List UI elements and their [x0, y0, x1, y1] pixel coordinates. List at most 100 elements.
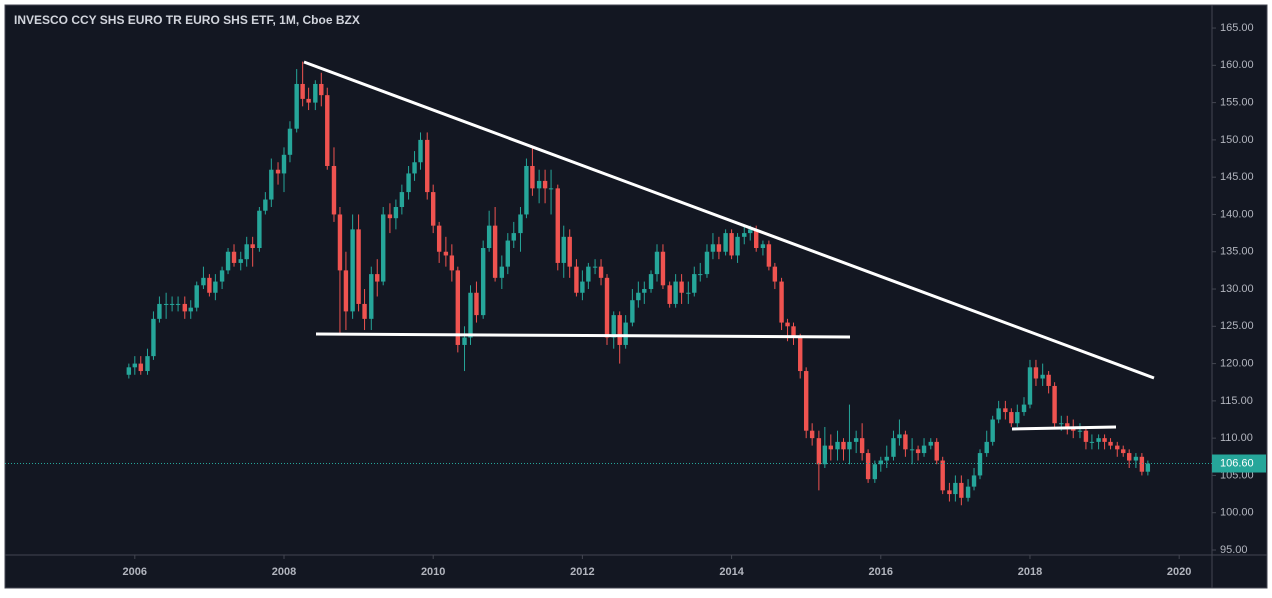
candle-body [480, 248, 486, 316]
candle-body [132, 363, 138, 368]
candle-body [1059, 423, 1064, 425]
candle-body [828, 445, 834, 450]
candle-body [1003, 408, 1008, 413]
candle-body [524, 165, 529, 215]
candle-body [505, 240, 510, 267]
candle-body [1126, 453, 1132, 461]
candle-body [542, 180, 548, 189]
x-tick-label: 2006 [123, 566, 147, 578]
candle-body [803, 371, 809, 431]
x-tick-label: 2020 [1167, 566, 1191, 578]
candle-body [244, 244, 249, 260]
candle-body [654, 251, 660, 275]
candle-body [313, 83, 318, 103]
candle-body [567, 236, 572, 267]
candle-body [996, 408, 1001, 420]
candle-body [1033, 367, 1039, 379]
candle-body [257, 210, 262, 249]
candle-body [598, 266, 604, 278]
candle-body [953, 482, 958, 495]
candle-body [462, 337, 467, 345]
candle-body [486, 225, 492, 249]
candle-body [816, 438, 822, 465]
y-tick-label: 150.00 [1220, 134, 1254, 146]
candle-body [393, 206, 399, 219]
candle-body [785, 322, 790, 327]
candle-body [175, 303, 181, 305]
candle-body [617, 315, 622, 345]
candle-body [412, 162, 417, 174]
candle-body [921, 445, 927, 454]
candle-body [337, 214, 343, 271]
candle-body [287, 128, 293, 155]
candle-body [250, 244, 255, 249]
candle-body [530, 165, 535, 189]
candle-body [511, 233, 516, 241]
y-tick-label: 120.00 [1220, 357, 1254, 369]
candle-body [225, 251, 231, 271]
x-tick-label: 2012 [570, 566, 594, 578]
y-tick-label: 110.00 [1220, 432, 1253, 444]
candle-body [623, 322, 628, 345]
candle-body [704, 251, 710, 275]
candle-body [798, 337, 803, 372]
candle-body [1115, 445, 1120, 450]
candle-body [772, 266, 778, 282]
candle-body [990, 419, 995, 442]
candle-body [1121, 449, 1126, 454]
candle-body [884, 456, 889, 461]
candle-body [723, 233, 728, 252]
candle-body [934, 441, 939, 461]
candle-body [555, 188, 560, 263]
chart-title: INVESCO CCY SHS EURO TR EURO SHS ETF, 1M… [14, 13, 360, 27]
y-tick-label: 95.00 [1220, 544, 1248, 556]
candle-body [878, 460, 883, 465]
candle-body [865, 453, 871, 480]
candle-body [331, 165, 337, 215]
candle-body [872, 464, 878, 480]
candle-body [425, 139, 430, 193]
candle-body [971, 475, 977, 487]
candle-body [387, 214, 393, 219]
candle-body [977, 453, 983, 476]
candle-body [791, 326, 796, 338]
candle-body [748, 229, 753, 234]
candle-body [325, 95, 330, 166]
candle-body [499, 266, 505, 278]
candle-body [1040, 374, 1045, 379]
candle-body [841, 441, 846, 450]
candle-body [201, 277, 206, 286]
candle-body [611, 315, 616, 338]
support-line [1011, 425, 1117, 431]
candle-body [630, 300, 635, 323]
candle-body [692, 274, 697, 293]
y-tick-label: 140.00 [1220, 208, 1254, 220]
candle-body [822, 445, 828, 465]
candle-body [1145, 463, 1151, 472]
candle-body [300, 83, 305, 99]
x-tick-label: 2010 [421, 566, 445, 578]
candle-body [859, 438, 865, 454]
candle-body [375, 274, 380, 282]
candle-body [853, 438, 859, 442]
candle-body [169, 303, 175, 305]
candle-body [436, 225, 442, 252]
candle-body [903, 434, 908, 450]
candle-body [716, 244, 722, 252]
candle-body [188, 307, 193, 312]
candle-body [1096, 438, 1101, 442]
candle-body [151, 318, 156, 357]
candle-body [1052, 385, 1057, 424]
candle-body [356, 229, 361, 304]
candle-body [760, 244, 766, 249]
background [4, 4, 1268, 589]
candle-body [660, 251, 666, 286]
candle-body [1027, 367, 1033, 405]
candle-body [915, 449, 921, 454]
candle-body [319, 83, 324, 96]
candle-body [1108, 441, 1113, 446]
y-tick-label: 100.00 [1220, 507, 1254, 519]
candle-body [909, 449, 915, 451]
candle-body [636, 292, 641, 301]
